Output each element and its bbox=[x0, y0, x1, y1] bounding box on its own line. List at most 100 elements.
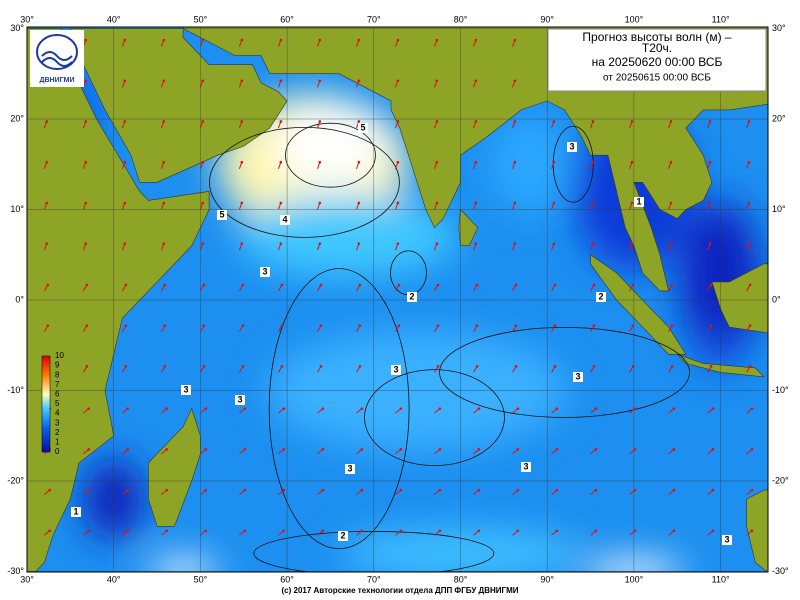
arrow-head bbox=[747, 160, 751, 164]
wave-arrow bbox=[121, 38, 127, 47]
title-line: на 20250620 00:00 ВСБ bbox=[592, 55, 723, 69]
wave-arrow bbox=[238, 201, 244, 210]
arrow-head bbox=[360, 448, 364, 451]
wave-arrow bbox=[238, 79, 244, 88]
arrow-head bbox=[124, 283, 128, 287]
arrow-head bbox=[126, 448, 130, 451]
lon-label: 30° bbox=[20, 574, 34, 584]
arrow-head bbox=[555, 488, 559, 492]
arrow-head bbox=[241, 365, 245, 368]
wave-arrow bbox=[277, 79, 283, 88]
wave-arrow bbox=[121, 120, 127, 129]
lat-label: 10° bbox=[772, 204, 786, 214]
contour-label: 3 bbox=[569, 141, 574, 151]
wave-arrow bbox=[277, 160, 283, 169]
arrow-head bbox=[126, 488, 130, 492]
arrow-head bbox=[360, 529, 364, 533]
contour-label: 3 bbox=[237, 394, 242, 404]
wave-arrow bbox=[473, 120, 478, 129]
wave-arrow bbox=[629, 488, 637, 495]
wave-arrow bbox=[590, 283, 596, 292]
wave-arrow bbox=[160, 120, 166, 129]
wave-arrow bbox=[395, 324, 401, 332]
arrow-head bbox=[240, 242, 244, 245]
wave-arrow bbox=[43, 283, 50, 292]
wave-arrow bbox=[43, 324, 50, 332]
lat-label: 0° bbox=[15, 294, 24, 304]
arrow-head bbox=[357, 38, 361, 42]
wave-arrow bbox=[512, 201, 517, 210]
wave-arrow bbox=[160, 160, 166, 169]
wave-arrow bbox=[512, 160, 517, 169]
arrow-head bbox=[633, 448, 637, 451]
wave-arrow bbox=[512, 283, 518, 292]
wave-arrow bbox=[746, 407, 754, 414]
wave-arrow bbox=[356, 283, 362, 292]
lon-label: 100° bbox=[625, 14, 644, 24]
wave-arrow bbox=[43, 201, 49, 210]
contour-label-bg bbox=[345, 464, 355, 474]
wave-arrow bbox=[395, 160, 400, 169]
arrow-head bbox=[708, 201, 712, 205]
arrow-head bbox=[279, 201, 283, 205]
contour-label: 2 bbox=[409, 291, 414, 301]
arrow-head bbox=[438, 488, 442, 492]
wave-arrow bbox=[590, 488, 598, 495]
arrow-head bbox=[201, 201, 205, 205]
wave-arrow bbox=[316, 242, 322, 251]
arrow-head bbox=[396, 38, 400, 42]
arrow-head bbox=[319, 324, 323, 327]
arrow-head bbox=[669, 120, 673, 123]
wave-arrow bbox=[434, 448, 442, 455]
wave-arrow bbox=[395, 201, 400, 210]
wave-arrow bbox=[82, 160, 88, 169]
arrow-head bbox=[84, 120, 88, 123]
wave-arrow bbox=[512, 38, 517, 47]
contour-label-bg bbox=[338, 531, 348, 541]
arrow-head bbox=[123, 120, 127, 123]
colorbar-label: 3 bbox=[55, 418, 60, 427]
arrow-head bbox=[514, 283, 518, 287]
arrow-head bbox=[672, 407, 676, 410]
arrow-head bbox=[162, 38, 166, 42]
wave-arrow bbox=[395, 283, 401, 292]
wave-arrow bbox=[434, 529, 442, 536]
wave-arrow bbox=[161, 488, 169, 495]
wave-arrow bbox=[668, 365, 674, 373]
contour-label: 5 bbox=[360, 122, 365, 132]
wave-arrow bbox=[161, 448, 169, 455]
wave-arrow bbox=[707, 448, 715, 455]
wave-arrow bbox=[434, 201, 439, 210]
colorbar-label: 10 bbox=[55, 351, 64, 360]
arrow-head bbox=[435, 120, 439, 123]
contour-label: 3 bbox=[724, 534, 729, 544]
arrow-head bbox=[552, 160, 556, 164]
arrow-head bbox=[321, 529, 325, 533]
wave-arrow bbox=[629, 365, 635, 373]
lat-label: 0° bbox=[772, 294, 781, 304]
arrow-head bbox=[201, 38, 205, 42]
arrow-head bbox=[630, 160, 634, 164]
contour-label: 2 bbox=[598, 291, 603, 301]
wave-arrow bbox=[160, 201, 166, 210]
wave-arrow bbox=[707, 365, 713, 373]
title-box bbox=[547, 28, 767, 92]
wave-arrow bbox=[668, 160, 673, 169]
arrow-head bbox=[243, 529, 247, 533]
wave-arrow bbox=[355, 160, 361, 169]
wave-arrow bbox=[512, 365, 518, 373]
wave-arrow bbox=[277, 365, 284, 373]
arrow-head bbox=[396, 201, 400, 205]
wave-arrow bbox=[668, 324, 674, 332]
arrow-head bbox=[435, 79, 439, 83]
arrow-head bbox=[202, 324, 206, 327]
wave-arrow bbox=[473, 529, 481, 536]
wave-arrow bbox=[629, 242, 634, 251]
wave-arrow bbox=[668, 283, 674, 292]
wave-arrow bbox=[629, 283, 635, 292]
arrow-head bbox=[163, 365, 167, 368]
arrow-head bbox=[282, 407, 286, 410]
arrow-head bbox=[708, 160, 712, 164]
wave-arrow bbox=[629, 120, 634, 129]
wave-arrow bbox=[278, 529, 286, 536]
